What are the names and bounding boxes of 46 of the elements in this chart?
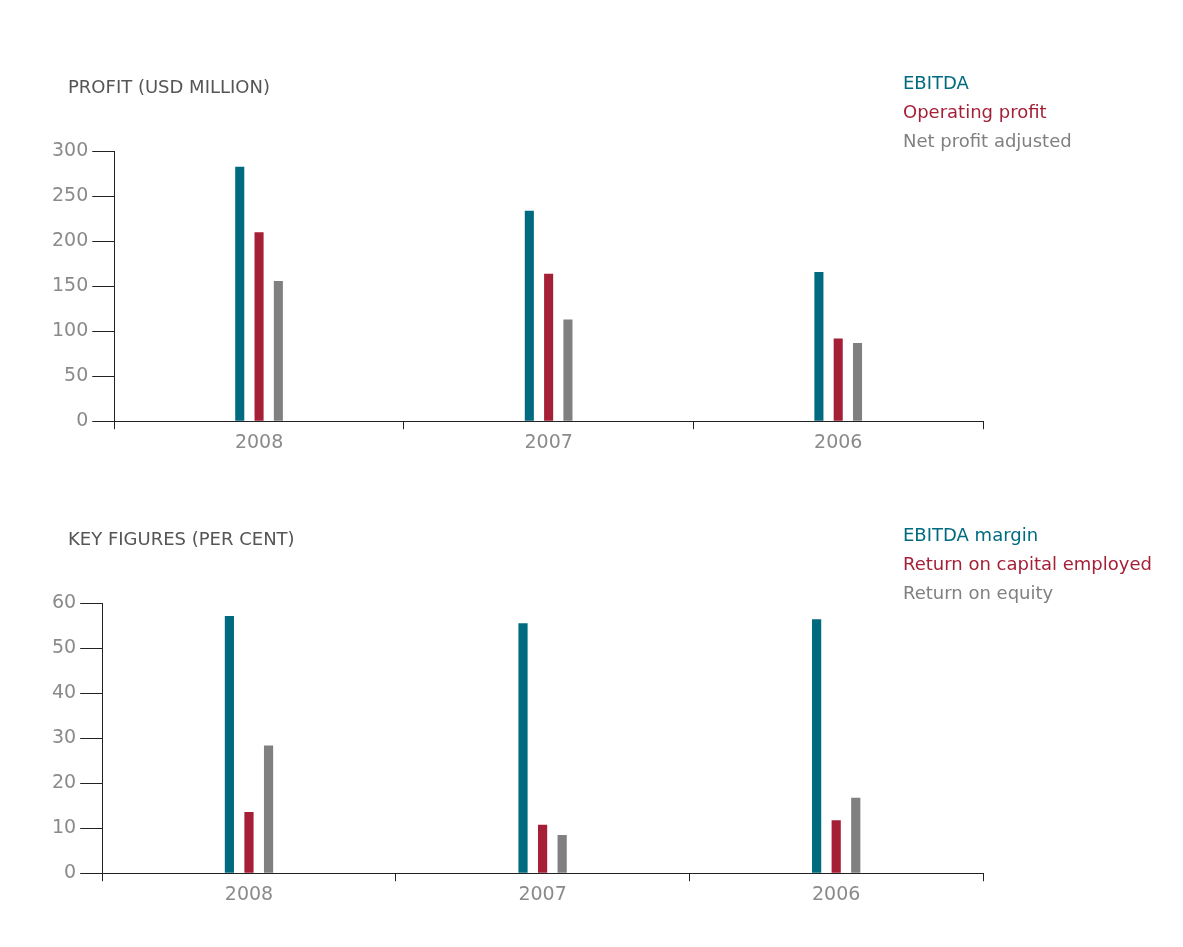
y-tick-label: 10 [51, 815, 77, 838]
y-tick-label: 250 [52, 183, 89, 206]
y-tick-label: 0 [76, 408, 89, 431]
bar [812, 619, 822, 873]
bar [254, 232, 264, 421]
bar [235, 166, 245, 421]
y-tick-label: 30 [51, 725, 77, 748]
bar [852, 342, 863, 421]
y-tick-label: 40 [51, 680, 77, 703]
bar [537, 824, 548, 873]
bar [224, 615, 235, 873]
text: Net profit adjusted [903, 129, 1072, 153]
y-tick-label: 150 [52, 273, 89, 296]
y-tick-label: 300 [52, 138, 89, 161]
text: Return on equity [903, 581, 1055, 605]
y-tick-label: 0 [64, 860, 77, 883]
x-tick-label: 2006 [814, 429, 863, 452]
x-tick-label: 2008 [224, 881, 274, 904]
x-tick-label: 2007 [518, 881, 567, 904]
text: EBITDA margin [903, 523, 1040, 547]
bar [518, 623, 528, 873]
text: Return on capital employed [903, 552, 1152, 576]
y-tick-label: 200 [52, 228, 89, 251]
bar [833, 338, 843, 421]
bar [263, 745, 274, 873]
x-tick-label: 2007 [524, 429, 573, 452]
bar [557, 834, 567, 873]
bar [851, 797, 861, 873]
y-tick-label: 50 [64, 363, 89, 386]
bar [563, 319, 573, 421]
bar [244, 812, 254, 873]
x-tick-label: 2008 [234, 429, 284, 452]
bar [524, 210, 534, 421]
text: EBITDA [903, 71, 970, 95]
bar [273, 280, 283, 421]
y-tick-label: 50 [51, 635, 77, 658]
y-tick-label: 60 [51, 590, 77, 613]
bar [544, 273, 554, 421]
chart-title: KEY FIGURES (PER CENT) [68, 528, 295, 549]
bar [831, 820, 841, 873]
y-tick-label: 20 [51, 770, 77, 793]
text: Operating profit [903, 100, 1048, 124]
chart-title: PROFIT (USD MILLION) [68, 76, 270, 97]
x-tick-label: 2006 [812, 881, 861, 904]
bar [814, 271, 824, 421]
y-tick-label: 100 [52, 318, 89, 341]
